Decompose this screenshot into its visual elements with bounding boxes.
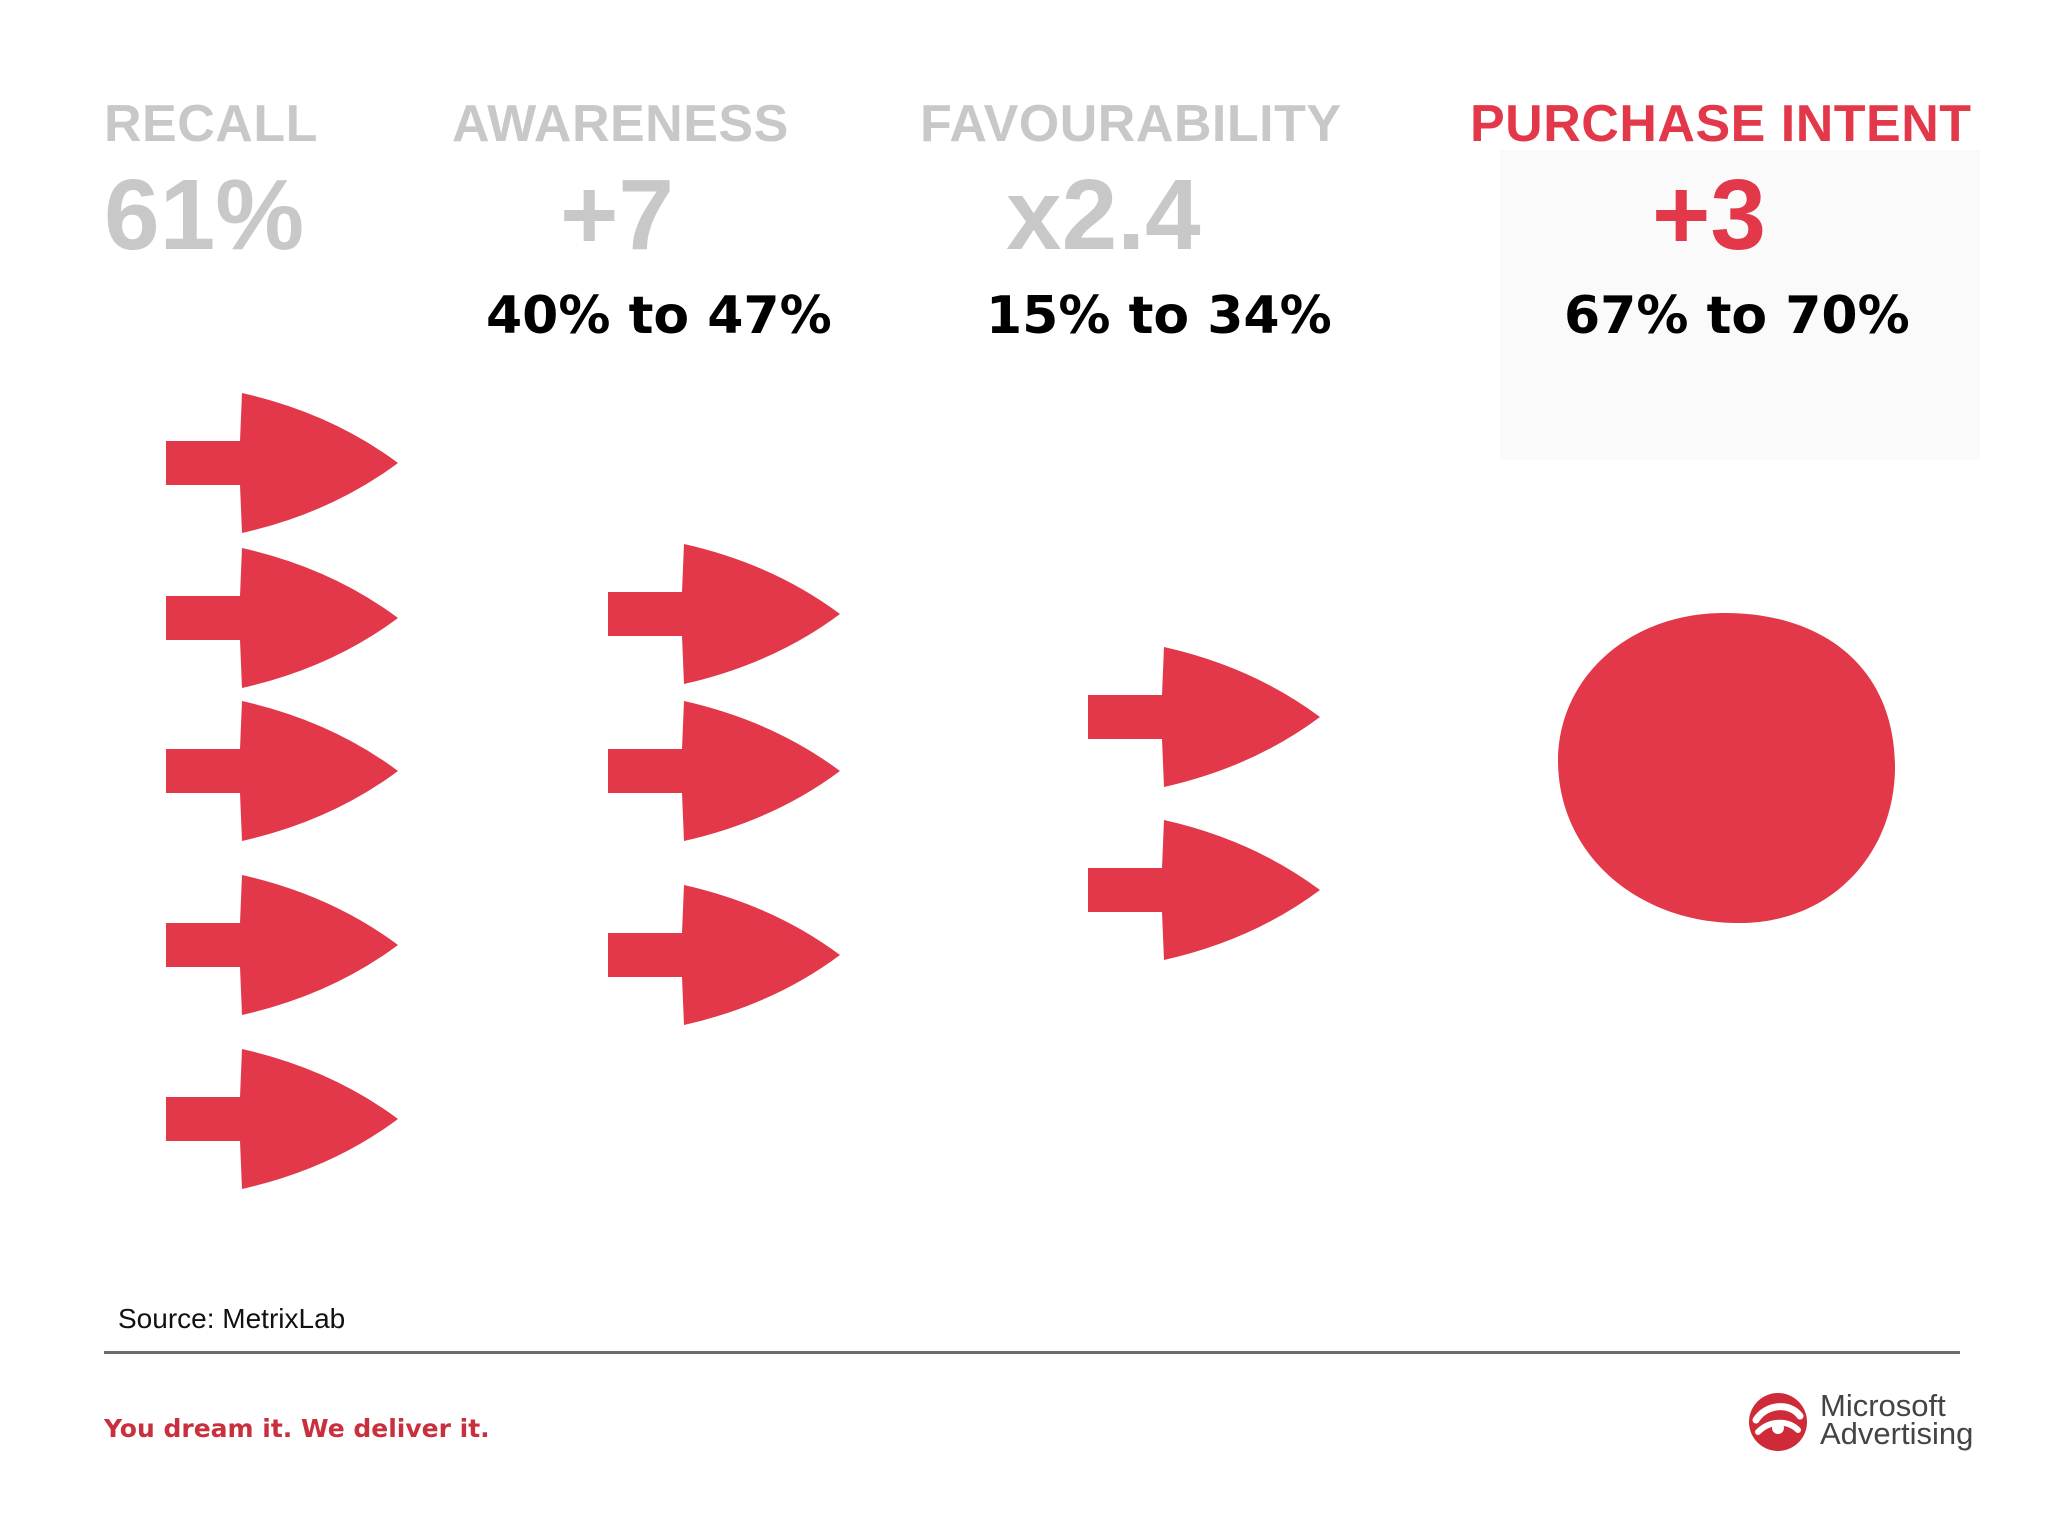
awareness-value: +7 (560, 159, 675, 271)
microsoft-advertising-logo-icon (1749, 1393, 1807, 1451)
footer-tagline: You dream it. We deliver it. (104, 1414, 490, 1443)
favourability-arrow (1088, 647, 1320, 787)
recall-label: RECALL (104, 95, 318, 153)
recall-value: 61% (104, 159, 305, 271)
recall-arrow (166, 1049, 398, 1189)
purchase-dot (1558, 612, 1896, 924)
favourability-range: 15% to 34% (986, 286, 1332, 346)
recall-arrow (166, 701, 398, 841)
brand-line-advertising: Advertising (1820, 1416, 1974, 1451)
awareness-range: 40% to 47% (486, 286, 832, 346)
awareness-label: AWARENESS (452, 95, 789, 153)
purchase-intent-range: 67% to 70% (1564, 286, 1910, 346)
brand-logo: Microsoft Advertising (1746, 1386, 1973, 1456)
recall-arrow (166, 548, 398, 688)
purchase-intent-panel (1500, 150, 1980, 460)
footer-divider (104, 1351, 1960, 1354)
purchase-intent-label: PURCHASE INTENT (1470, 95, 1972, 153)
purchase-intent-value: +3 (1652, 159, 1767, 271)
awareness-arrow (608, 544, 840, 684)
source-note: Source: MetrixLab (118, 1303, 346, 1334)
awareness-arrow (608, 885, 840, 1025)
favourability-arrow (1088, 820, 1320, 960)
recall-arrow (166, 393, 398, 533)
arrows-layer (166, 393, 1320, 1189)
brand-line-microsoft: Microsoft (1820, 1388, 1946, 1423)
favourability-value: x2.4 (1006, 159, 1201, 271)
recall-arrow (166, 875, 398, 1015)
favourability-label: FAVOURABILITY (920, 95, 1342, 153)
awareness-arrow (608, 701, 840, 841)
